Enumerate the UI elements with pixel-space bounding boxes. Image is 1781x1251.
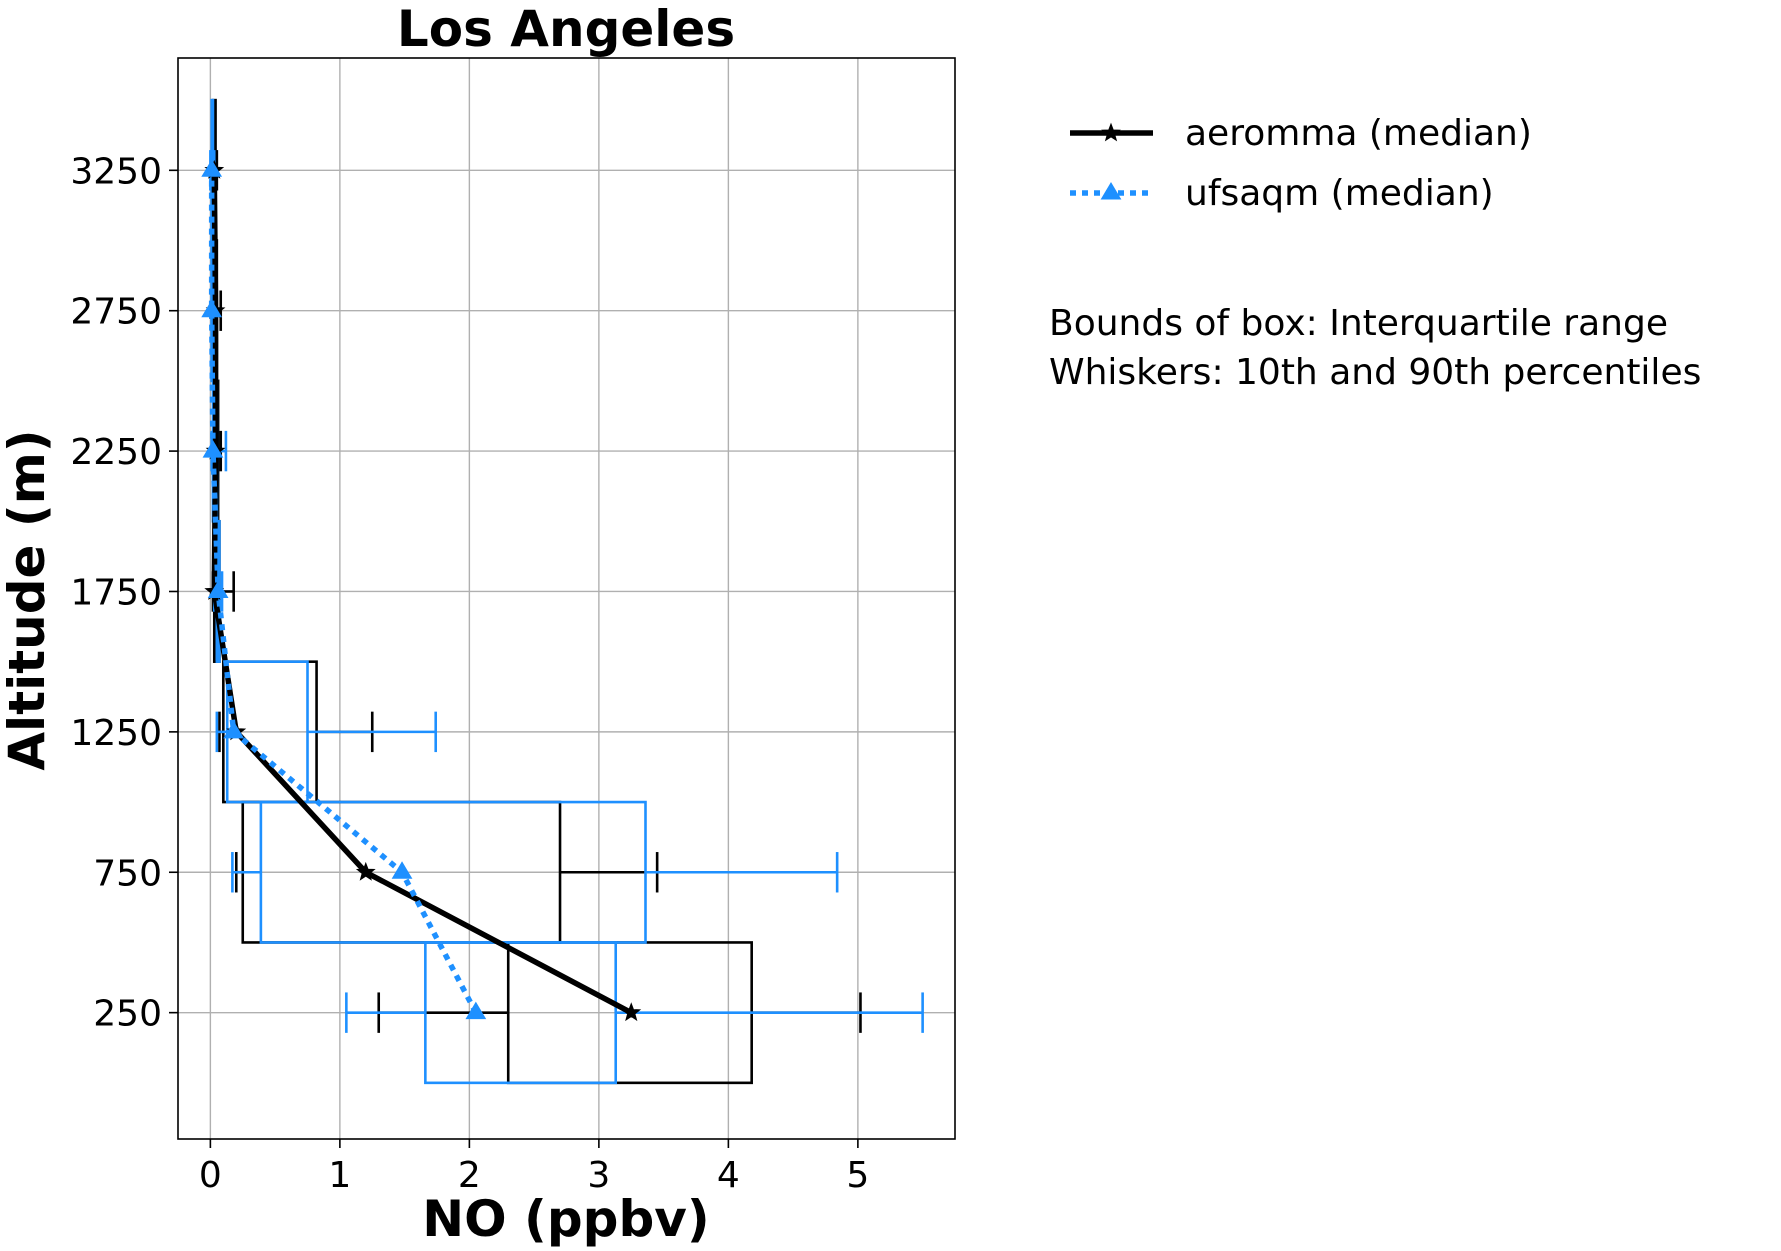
median-marker <box>207 580 229 598</box>
x-tick-label: 3 <box>587 1155 610 1196</box>
y-tick-label: 1250 <box>70 713 162 754</box>
median-marker <box>202 440 224 458</box>
annotation-line-2: Whiskers: 10th and 90th percentiles <box>1049 352 1701 393</box>
x-tick-label: 1 <box>328 1155 351 1196</box>
y-tick-label: 2750 <box>70 292 162 333</box>
y-tick-label: 3250 <box>70 151 162 192</box>
annotation-line-1: Bounds of box: Interquartile range <box>1049 303 1668 344</box>
y-tick-label: 1750 <box>70 572 162 613</box>
x-tick-label: 5 <box>846 1155 869 1196</box>
chart-title: Los Angeles <box>397 0 735 58</box>
median-marker <box>391 861 413 879</box>
x-tick-label: 0 <box>199 1155 222 1196</box>
median-marker <box>223 720 245 739</box>
legend-marker <box>1100 182 1122 200</box>
median-marker <box>201 159 223 177</box>
median-marker <box>621 1002 642 1022</box>
x-axis-label: NO (ppbv) <box>422 1190 709 1248</box>
y-axis-label: Altitude (m) <box>0 429 56 770</box>
median-lines <box>201 159 642 1022</box>
annotation: Bounds of box: Interquartile range Whisk… <box>1049 303 1701 393</box>
legend-label: ufsaqm (median) <box>1185 173 1494 214</box>
y-tick-label: 750 <box>93 853 162 894</box>
y-tick-label: 250 <box>93 994 162 1035</box>
plot-frame <box>177 57 956 1140</box>
x-tick-label: 2 <box>458 1155 481 1196</box>
grid <box>178 58 955 1139</box>
legend-label: aeromma (median) <box>1185 113 1532 154</box>
y-tick-label: 2250 <box>70 432 162 473</box>
median-marker <box>465 1001 487 1020</box>
median-marker <box>355 861 376 881</box>
x-tick-label: 4 <box>717 1155 740 1196</box>
median-marker <box>201 299 223 318</box>
ticks: 0 1 2 3 4 5 250 750 1250 1750 2250 2750 3250 <box>70 151 869 1196</box>
legend-marker <box>1101 122 1121 142</box>
legend: aeromma (median) ufsaqm (median) <box>1070 113 1532 214</box>
